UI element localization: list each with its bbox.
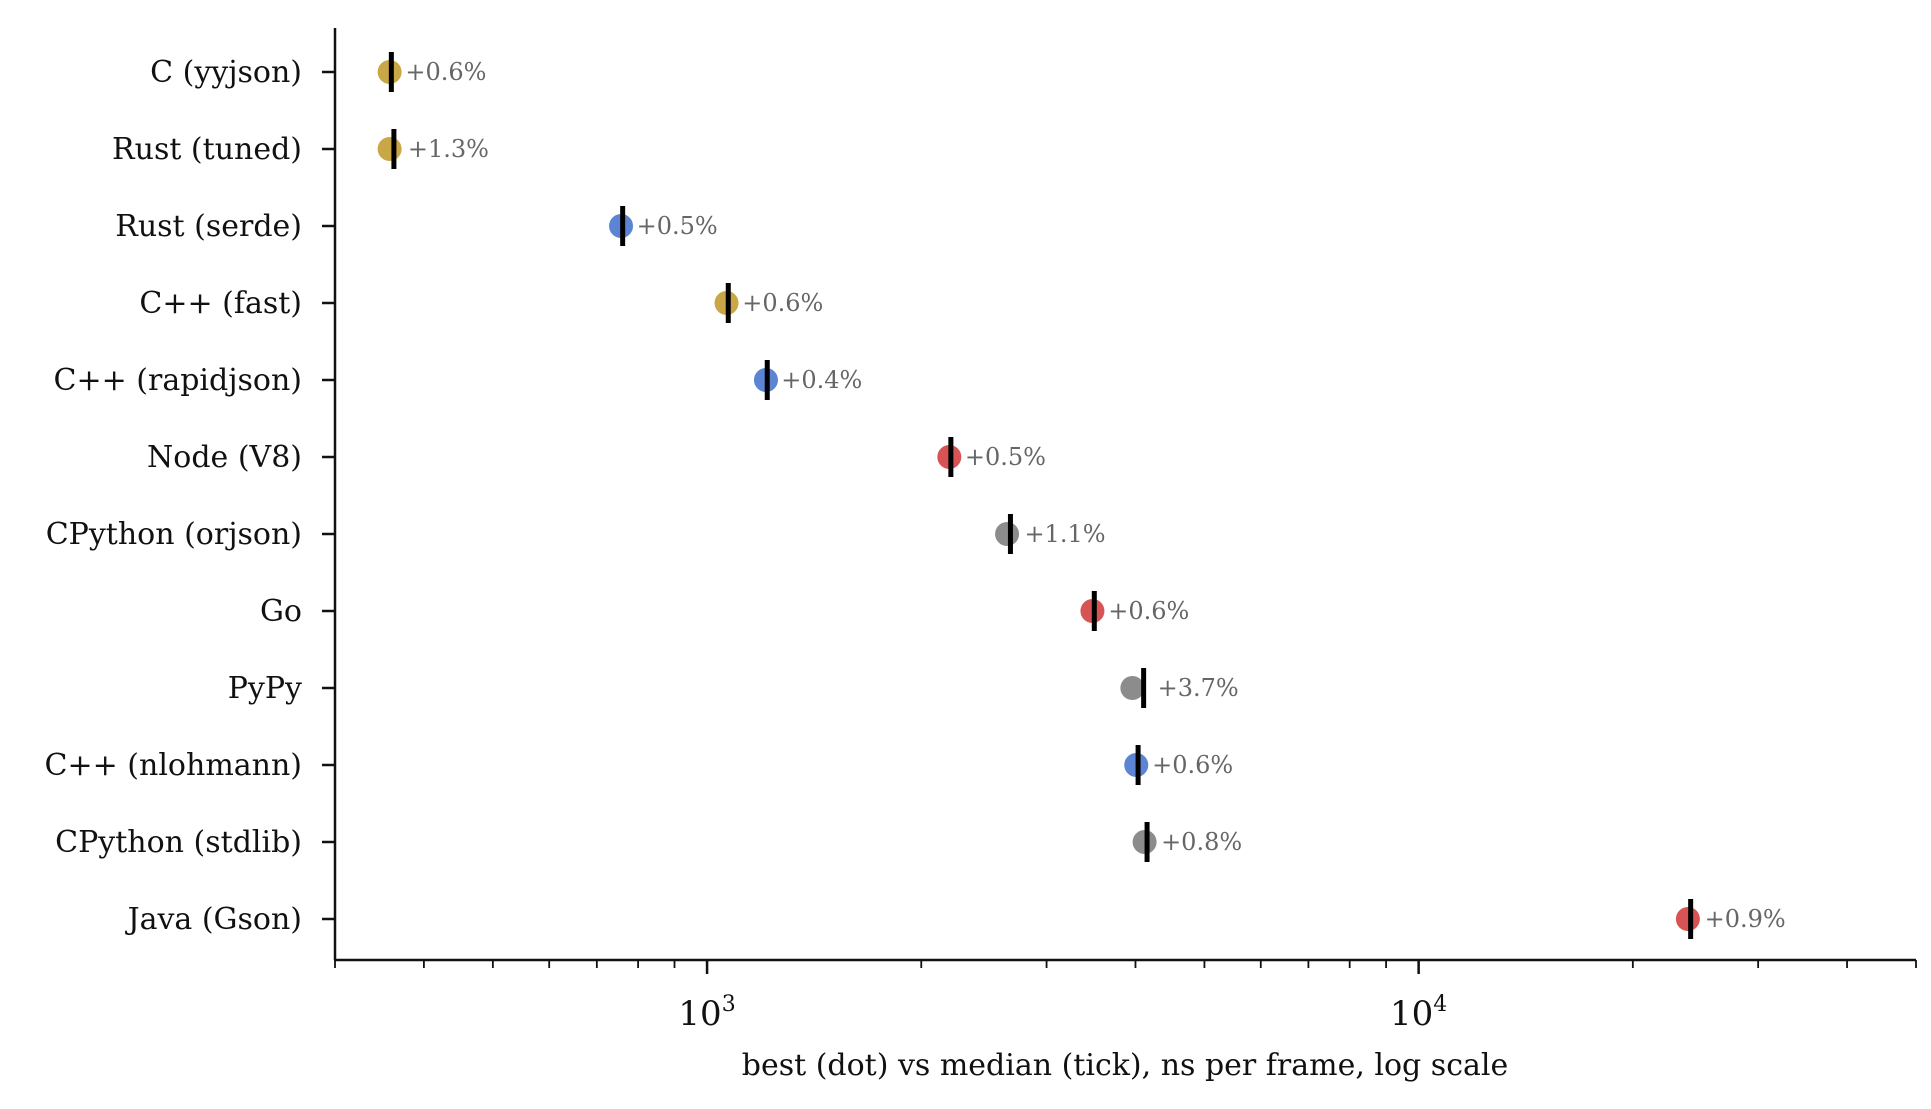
delta-annotation: +0.6%: [405, 58, 486, 86]
best-dot: [1120, 676, 1145, 700]
delta-annotation: +0.9%: [1705, 905, 1786, 933]
best-dot: [1675, 907, 1700, 931]
data-points: +0.6% +1.3% +0.5% +0.6% +0.4% +0.5% +1.1% +0.6%…: [377, 52, 1786, 939]
delta-annotation: +0.5%: [637, 212, 718, 240]
y-tick-label: Node (V8): [147, 440, 302, 475]
y-tick-label: CPython (stdlib): [55, 825, 302, 860]
delta-annotation: +0.4%: [781, 366, 862, 394]
y-axis-ticks: [322, 70, 335, 921]
x-tick-label: 104: [1390, 992, 1447, 1034]
delta-annotation: +1.1%: [1024, 520, 1105, 548]
y-tick-label: C (yyjson): [150, 55, 302, 90]
x-axis-ticks: [334, 960, 1917, 974]
best-dot: [377, 137, 402, 161]
x-axis-tick-labels: 103 104: [678, 992, 1447, 1034]
delta-annotation: +0.6%: [1152, 751, 1233, 779]
y-tick-label: Rust (tuned): [112, 132, 302, 167]
delta-annotation: +1.3%: [408, 135, 489, 163]
y-tick-label: PyPy: [228, 671, 302, 706]
y-tick-label: C++ (nlohmann): [45, 748, 302, 783]
x-axis-title: best (dot) vs median (tick), ns per fram…: [742, 1048, 1508, 1083]
y-tick-label: Go: [260, 594, 302, 629]
x-tick-label: 103: [678, 992, 735, 1034]
y-tick-label: Rust (serde): [115, 209, 302, 244]
y-tick-label: CPython (orjson): [46, 517, 302, 552]
y-tick-label: C++ (fast): [139, 286, 302, 321]
y-tick-label: Java (Gson): [125, 902, 302, 937]
y-tick-label: C++ (rapidjson): [54, 363, 302, 398]
delta-annotation: +0.6%: [742, 289, 823, 317]
y-axis-labels: C (yyjson) Rust (tuned) Rust (serde) C++ (f…: [45, 55, 302, 937]
delta-annotation: +3.7%: [1158, 674, 1239, 702]
delta-annotation: +0.6%: [1108, 597, 1189, 625]
delta-annotation: +0.5%: [965, 443, 1046, 471]
delta-annotation: +0.8%: [1161, 828, 1242, 856]
best-dot: [995, 522, 1020, 546]
